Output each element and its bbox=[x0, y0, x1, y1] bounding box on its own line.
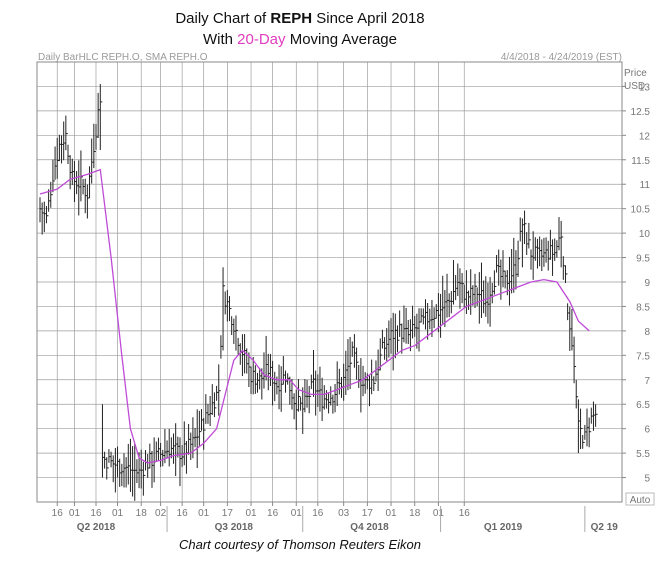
price-axis-label: Price bbox=[624, 68, 647, 79]
title-text: Since April 2018 bbox=[312, 10, 425, 27]
price-bar bbox=[493, 270, 497, 295]
chart-title-line1: Daily Chart of REPH Since April 2018 bbox=[0, 8, 600, 29]
price-bar bbox=[106, 457, 109, 480]
y-tick-label: 10.5 bbox=[631, 205, 651, 216]
price-bar bbox=[45, 206, 49, 224]
price-bar bbox=[379, 338, 383, 371]
price-bar bbox=[218, 364, 221, 416]
chart-title: Daily Chart of REPH Since April 2018 Wit… bbox=[0, 8, 600, 50]
x-tick-label: 18 bbox=[409, 508, 421, 519]
quarter-label: Q2 2018 bbox=[77, 522, 116, 533]
x-tick-label: 01 bbox=[291, 508, 303, 519]
price-bar bbox=[582, 434, 585, 449]
subtitle-text: With bbox=[203, 31, 238, 48]
price-bar bbox=[396, 325, 400, 353]
price-bar bbox=[588, 417, 592, 448]
x-tick-label: 01 bbox=[69, 508, 81, 519]
x-tick-label: 16 bbox=[52, 508, 64, 519]
x-tick-label: 16 bbox=[312, 508, 324, 519]
price-bar bbox=[222, 267, 226, 351]
chart-header-left: Daily BarHLC REPH.O, SMA REPH.O bbox=[38, 52, 208, 63]
x-tick-label: 01 bbox=[112, 508, 124, 519]
price-bar bbox=[93, 123, 96, 169]
chart-title-line2: With 20-Day Moving Average bbox=[0, 29, 600, 50]
price-bar bbox=[297, 378, 301, 412]
chart-header-right: 4/4/2018 - 4/24/2019 (EST) bbox=[501, 52, 622, 63]
y-tick-label: 9.5 bbox=[636, 254, 650, 265]
x-tick-label: 01 bbox=[245, 508, 257, 519]
price-bar bbox=[528, 222, 531, 249]
price-bar bbox=[575, 379, 579, 409]
price-bar bbox=[52, 159, 55, 193]
sma-line bbox=[39, 168, 590, 464]
quarter-label: Q3 2018 bbox=[215, 522, 254, 533]
y-tick-label: 12.5 bbox=[631, 107, 651, 118]
y-tick-label: 6.5 bbox=[636, 400, 650, 411]
y-tick-label: 13 bbox=[639, 82, 651, 93]
x-tick-label: 01 bbox=[198, 508, 210, 519]
price-bar bbox=[349, 336, 353, 390]
title-text: Daily Chart of bbox=[175, 10, 271, 27]
x-tick-label: 03 bbox=[338, 508, 350, 519]
price-bar bbox=[308, 385, 312, 414]
price-bars bbox=[39, 84, 598, 501]
title-ticker: REPH bbox=[270, 10, 313, 27]
price-bar bbox=[560, 220, 564, 268]
x-tick-label: 02 bbox=[155, 508, 167, 519]
quarter-label: Q2 19 bbox=[591, 522, 619, 533]
price-bar bbox=[203, 417, 206, 450]
subtitle-text: Moving Average bbox=[285, 31, 397, 48]
y-tick-label: 12 bbox=[639, 131, 651, 142]
price-bar bbox=[517, 240, 521, 277]
price-bar bbox=[235, 315, 238, 351]
x-tick-label: 16 bbox=[90, 508, 102, 519]
y-tick-label: 7.5 bbox=[636, 351, 650, 362]
y-tick-label: 6 bbox=[644, 425, 650, 436]
price-bar bbox=[461, 273, 465, 304]
auto-scale-label: Auto bbox=[630, 495, 651, 506]
price-bar bbox=[229, 296, 232, 322]
y-tick-label: 10 bbox=[639, 229, 651, 240]
y-tick-label: 7 bbox=[644, 376, 650, 387]
x-tick-label: 01 bbox=[385, 508, 397, 519]
price-bar bbox=[198, 410, 202, 446]
price-bar bbox=[142, 461, 146, 496]
x-tick-label: 01 bbox=[433, 508, 445, 519]
price-bar bbox=[573, 336, 577, 384]
x-axis: 16 01 16 01 18 02 16 01 17 01 16 01 16 03 17 01 18 01 16 Q2… bbox=[52, 502, 619, 533]
auto-scale-button[interactable] bbox=[625, 492, 655, 506]
price-bar bbox=[524, 210, 527, 244]
price-bar bbox=[580, 408, 583, 450]
y-axis: 5 5.5 6 6.5 7 7.5 8 8.5 9 9.5 10 10.5 11 11.5 12 12.5 13 bbox=[622, 82, 651, 485]
price-bar bbox=[99, 84, 103, 150]
x-tick-label: 17 bbox=[222, 508, 234, 519]
price-bar bbox=[356, 347, 359, 380]
price-bar bbox=[595, 404, 598, 427]
y-tick-label: 8 bbox=[644, 327, 650, 338]
quarter-label: Q4 2018 bbox=[350, 522, 389, 533]
y-tick-label: 9 bbox=[644, 278, 650, 289]
y-tick-label: 5 bbox=[644, 474, 650, 485]
y-tick-label: 11.5 bbox=[631, 156, 650, 167]
price-bar bbox=[373, 376, 376, 391]
x-tick-label: 16 bbox=[459, 508, 471, 519]
y-tick-label: 11 bbox=[640, 180, 651, 191]
price-bar bbox=[50, 181, 53, 208]
x-tick-label: 16 bbox=[267, 508, 279, 519]
price-bar bbox=[213, 392, 217, 418]
chart-source: Chart courtesy of Thomson Reuters Eikon bbox=[178, 537, 422, 552]
price-bar bbox=[474, 273, 478, 309]
price-bar bbox=[564, 265, 568, 284]
x-tick-label: 17 bbox=[362, 508, 374, 519]
x-tick-label: 18 bbox=[136, 508, 148, 519]
y-tick-label: 8.5 bbox=[636, 302, 650, 313]
y-tick-label: 5.5 bbox=[636, 449, 650, 460]
price-bar bbox=[65, 115, 68, 151]
currency-axis-label: USD bbox=[624, 81, 645, 92]
subtitle-highlight: 20-Day bbox=[237, 31, 286, 48]
x-tick-label: 16 bbox=[177, 508, 189, 519]
quarter-label: Q1 2019 bbox=[484, 522, 523, 533]
